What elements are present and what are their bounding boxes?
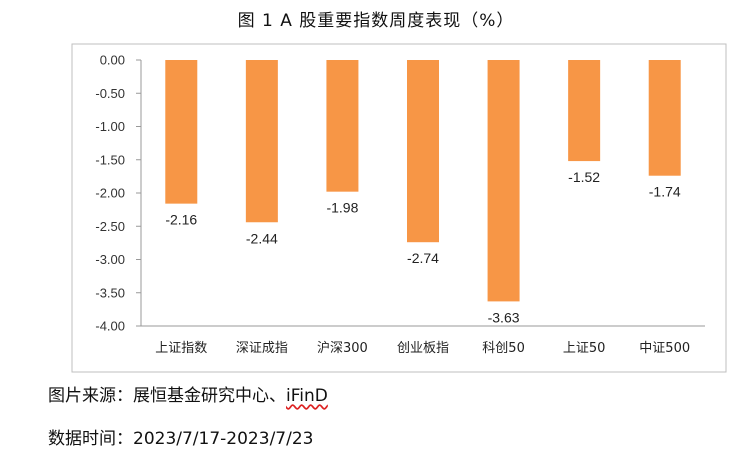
data-label: -2.74 — [407, 250, 439, 266]
bar — [568, 60, 601, 162]
category-label: 创业板指 — [397, 341, 449, 356]
bar — [648, 60, 681, 176]
data-label: -1.52 — [568, 169, 600, 185]
data-label-group: -2.16 -2.44 -1.98 -2.74 -3.63 -1.52 -1.74 — [165, 169, 681, 325]
category-label: 深证成指 — [236, 341, 288, 356]
category-label: 中证500 — [639, 341, 690, 356]
bar-group — [165, 60, 681, 302]
y-tick-label: -4.00 — [95, 319, 125, 334]
category-label: 沪深300 — [317, 340, 368, 356]
date-label: 数据时间： — [48, 429, 133, 449]
bar — [326, 60, 359, 192]
y-tick-label: 0.00 — [100, 53, 125, 68]
source-note: 图片来源：展恒基金研究中心、iFinD — [48, 381, 328, 406]
date-note: 数据时间：2023/7/17-2023/7/23 — [48, 424, 313, 449]
category-label: 科创50 — [482, 341, 525, 356]
chart-title: 图 1 A 股重要指数周度表现（%） — [237, 11, 515, 31]
data-label: -1.98 — [326, 200, 358, 216]
bar-chart: 0.00 -0.50 -1.00 -1.50 -2.00 -2.50 -3.00 -3.50 -… — [71, 43, 727, 373]
y-tick-label: -3.00 — [95, 252, 125, 267]
data-label: -3.63 — [488, 309, 520, 325]
source-label: 图片来源： — [48, 386, 133, 406]
category-label: 上证50 — [563, 341, 606, 356]
category-label: 上证指数 — [155, 341, 207, 356]
source-text: 展恒基金研究中心、 — [133, 386, 286, 406]
plot-frame — [71, 43, 727, 373]
data-label: -2.16 — [165, 212, 197, 228]
y-tick-label: -2.00 — [95, 186, 125, 201]
y-tick-label: -3.50 — [95, 285, 125, 300]
data-label: -1.74 — [649, 184, 681, 200]
category-label-group: 上证指数 深证成指 沪深300 创业板指 科创50 上证50 中证500 — [155, 340, 690, 356]
data-label: -2.44 — [246, 230, 278, 246]
date-text: 2023/7/17-2023/7/23 — [133, 429, 314, 449]
bar — [407, 60, 439, 243]
bar — [487, 60, 520, 302]
y-tick-label: -1.00 — [95, 119, 125, 134]
y-tick-label: -1.50 — [95, 152, 125, 167]
y-tick-label: -0.50 — [95, 86, 125, 101]
bar — [245, 60, 278, 223]
y-tick-group: 0.00 -0.50 -1.00 -1.50 -2.00 -2.50 -3.00 -3.50 -… — [95, 53, 141, 334]
source-ifind: iFinD — [286, 386, 328, 406]
bar — [165, 60, 198, 204]
y-tick-label: -2.50 — [95, 219, 125, 234]
